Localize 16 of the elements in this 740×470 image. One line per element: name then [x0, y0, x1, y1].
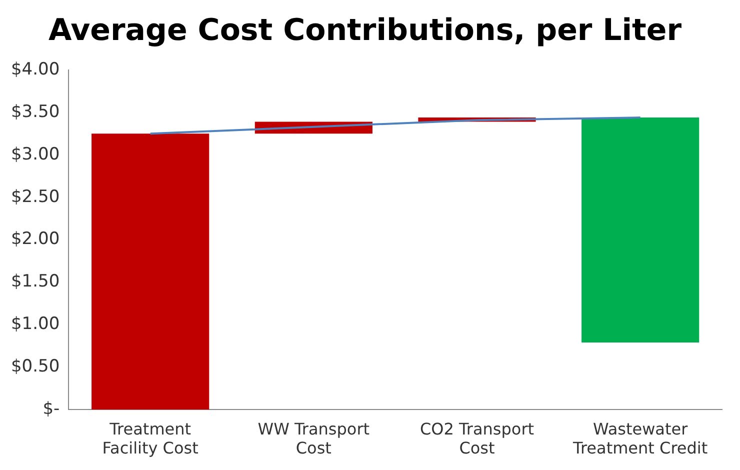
y-tick-label: $3.00	[10, 144, 60, 164]
y-tick-label: $4.00	[10, 59, 60, 80]
y-tick-label: $2.50	[10, 186, 60, 207]
y-tick-label: $3.50	[10, 102, 60, 122]
y-tick-label: $2.00	[10, 229, 60, 250]
y-tick-label: $-	[42, 399, 60, 420]
y-tick-label: $1.50	[10, 272, 60, 292]
y-tick-label: $1.00	[10, 314, 60, 334]
chart-title: Average Cost Contributions, per Liter	[48, 12, 682, 48]
x-tick-label: Treatment Facility Cost	[102, 419, 198, 458]
x-tick-label: CO2 Transport Cost	[420, 419, 534, 458]
x-tick-label: WW Transport Cost	[258, 419, 370, 458]
y-tick-label: $0.50	[10, 356, 60, 377]
bar	[92, 134, 210, 410]
x-tick-label: Wastewater Treatment Credit	[572, 419, 708, 458]
bar	[582, 118, 700, 343]
